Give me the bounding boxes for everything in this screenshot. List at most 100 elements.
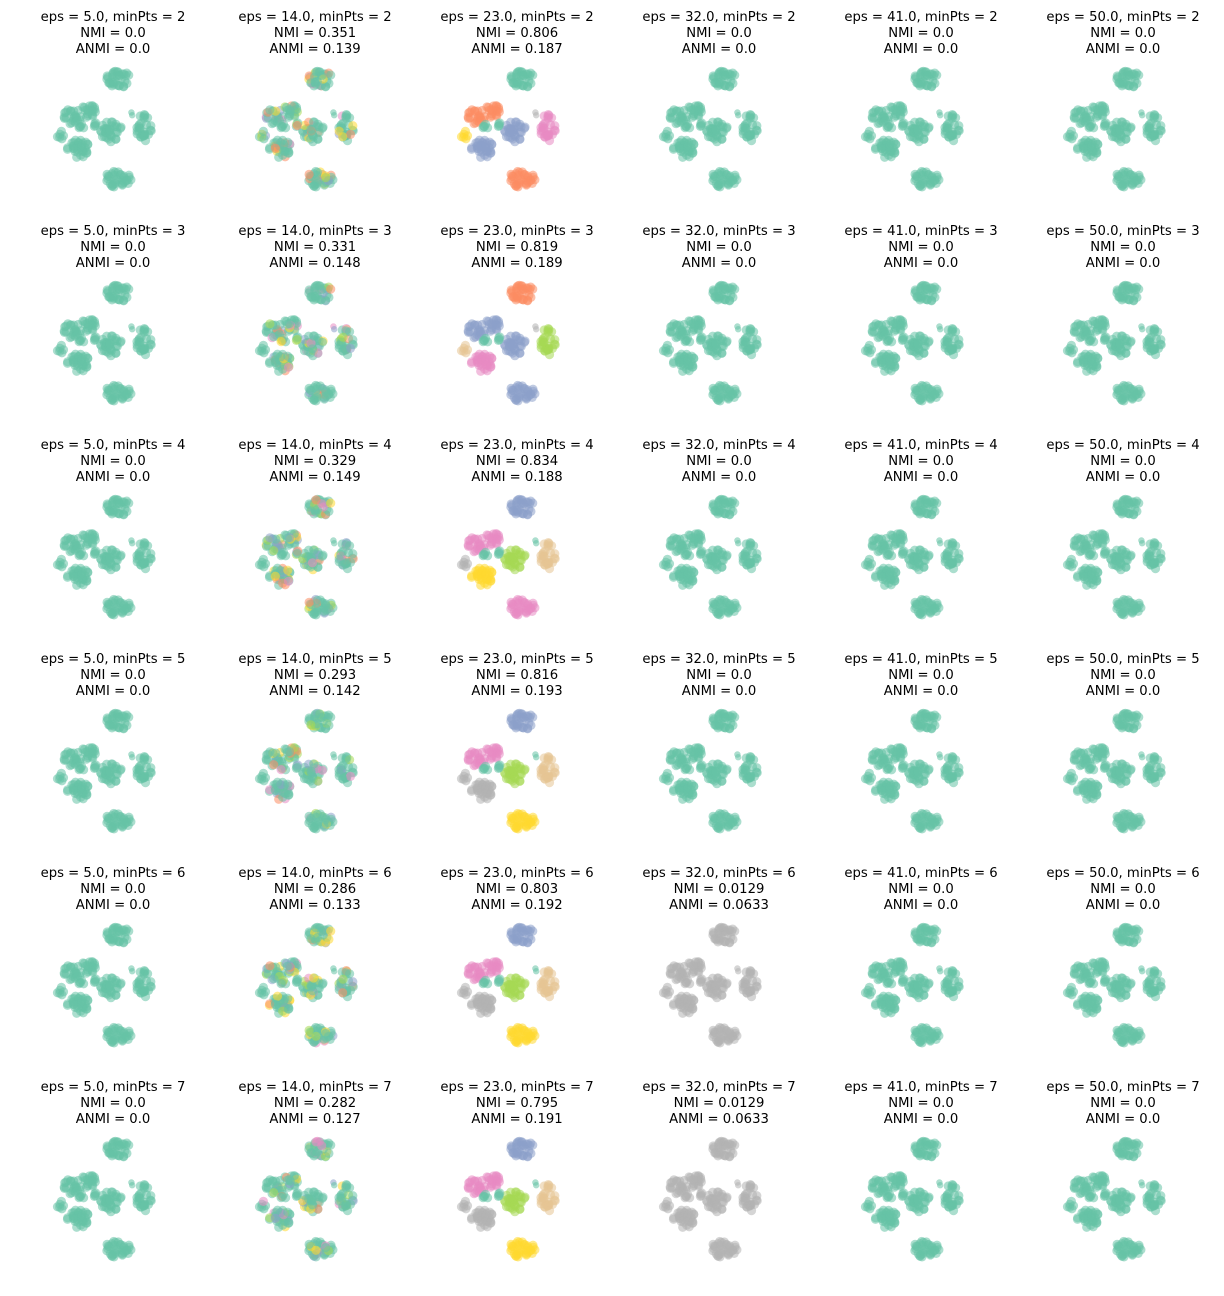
scatter-point <box>944 132 954 142</box>
subplot-title-params: eps = 50.0, minPts = 4 <box>1046 438 1200 453</box>
scatter-point <box>312 595 322 605</box>
scatter-point <box>484 105 494 115</box>
scatter-point <box>889 137 899 147</box>
scatter-point <box>484 533 494 543</box>
scatter-point <box>509 344 520 354</box>
scatter-point <box>1119 281 1129 291</box>
scatter-point <box>70 349 81 359</box>
scatter-point <box>146 763 156 773</box>
scatter-point <box>321 387 331 397</box>
scatter-point <box>308 545 319 555</box>
scatter-point <box>1119 389 1129 399</box>
scatter-point <box>80 105 90 115</box>
subplot-title-params: eps = 5.0, minPts = 2 <box>40 10 186 25</box>
scatter-point <box>878 563 889 573</box>
scatter-point <box>944 560 954 570</box>
scatter-point <box>910 597 920 607</box>
scatter-point <box>68 785 78 795</box>
scatter-point <box>875 118 885 128</box>
scatter-point <box>331 754 338 761</box>
scatter-point <box>259 776 269 786</box>
scatter-point <box>676 135 687 145</box>
scatter-point <box>485 148 496 158</box>
scatter-point <box>265 533 275 543</box>
scatter-point <box>119 815 129 825</box>
scatter-point <box>954 121 964 131</box>
scatter-point <box>673 118 683 128</box>
scatter-point <box>1080 563 1091 573</box>
scatter-point <box>317 337 327 347</box>
scatter-point <box>102 383 112 393</box>
scatter-point <box>110 809 120 819</box>
scatter-point <box>918 381 928 391</box>
scatter-point <box>1066 340 1076 350</box>
scatter-point <box>1066 554 1076 564</box>
scatter-point <box>338 546 348 556</box>
subplot-title-anmi: ANMI = 0.0 <box>681 470 757 485</box>
scatter-point <box>461 348 471 358</box>
scatter-point <box>506 169 516 179</box>
scatter-point <box>687 576 698 586</box>
scatter-point <box>110 595 120 605</box>
scatter-point <box>485 790 496 800</box>
scatter-point <box>510 117 521 127</box>
scatter-point <box>912 506 922 516</box>
scatter-plot <box>658 708 762 834</box>
scatter-point <box>1073 319 1083 329</box>
scatter-point <box>272 349 283 359</box>
scatter-point <box>1146 560 1156 570</box>
scatter-point <box>1129 173 1139 183</box>
scatter-point <box>1146 118 1156 128</box>
scatter-point <box>669 747 679 757</box>
scatter-point <box>63 533 73 543</box>
subplot-title-nmi: NMI = 0.0 <box>888 240 954 255</box>
subplot-title-anmi: ANMI = 0.0 <box>1085 42 1161 57</box>
scatter-point <box>523 815 533 825</box>
scatter-point <box>676 563 687 573</box>
scatter-point <box>1112 597 1122 607</box>
scatter-point <box>321 173 331 183</box>
scatter-point <box>265 105 275 115</box>
scatter-point <box>348 335 358 345</box>
scatter-point <box>81 351 91 361</box>
scatter-point <box>742 560 752 570</box>
scatter-point <box>875 546 885 556</box>
subplot-title-params: eps = 32.0, minPts = 4 <box>642 438 796 453</box>
scatter-point <box>686 533 696 543</box>
subplot-panel: eps = 23.0, minPts = 5 NMI = 0.816 ANMI = … <box>416 644 618 858</box>
scatter-point <box>954 335 964 345</box>
scatter-point <box>109 389 119 399</box>
scatter-point <box>90 120 100 131</box>
subplot-title-nmi: NMI = 0.0 <box>80 668 146 683</box>
scatter-point <box>129 754 136 761</box>
subplot-title-params: eps = 5.0, minPts = 5 <box>40 652 186 667</box>
scatter-point <box>749 557 760 567</box>
scatter-point <box>673 546 683 556</box>
subplot-title-params: eps = 41.0, minPts = 4 <box>844 438 998 453</box>
subplot-title-nmi: NMI = 0.351 <box>273 26 357 41</box>
scatter-point <box>485 576 496 586</box>
scatter-point <box>513 495 523 505</box>
scatter-point <box>283 148 294 158</box>
subplot-panel: eps = 32.0, minPts = 3 NMI = 0.0 ANMI = 0.… <box>618 216 820 430</box>
scatter-point <box>1116 545 1127 555</box>
scatter-point <box>716 167 726 177</box>
scatter-point <box>721 123 731 133</box>
scatter-point <box>927 387 937 397</box>
scatter-point <box>533 540 540 547</box>
scatter-point <box>81 148 92 158</box>
scatter-point <box>326 498 336 508</box>
subplot-panel: eps = 50.0, minPts = 4 NMI = 0.0 ANMI = 0.… <box>1022 430 1224 644</box>
subplot-panel: eps = 14.0, minPts = 5 NMI = 0.293 ANMI = … <box>214 644 416 858</box>
subplot-title-params: eps = 32.0, minPts = 2 <box>642 10 796 25</box>
scatter-point <box>1077 546 1087 556</box>
scatter-point <box>712 545 723 555</box>
scatter-point <box>917 67 927 77</box>
scatter-plot <box>658 66 762 192</box>
scatter-point <box>474 563 485 573</box>
subplot-title-nmi: NMI = 0.0 <box>888 26 954 41</box>
scatter-point <box>143 129 154 139</box>
scatter-point <box>509 558 520 568</box>
scatter-point <box>1156 549 1166 559</box>
subplot-panel: eps = 14.0, minPts = 3 NMI = 0.331 ANMI = … <box>214 216 416 430</box>
